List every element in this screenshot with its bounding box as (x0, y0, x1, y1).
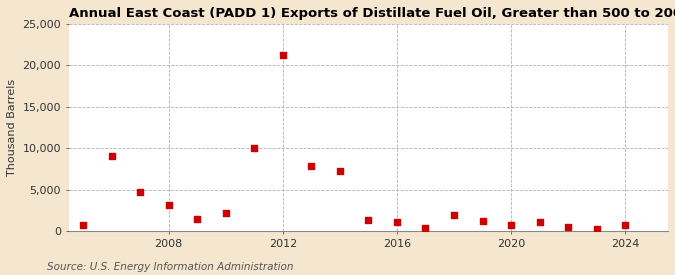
Y-axis label: Thousand Barrels: Thousand Barrels (7, 79, 17, 176)
Point (277, 53, 288, 57)
Point (192, 216, 202, 221)
Point (306, 163, 317, 168)
Point (249, 146, 260, 150)
Point (363, 218, 374, 222)
Point (78, 223, 88, 228)
Point (335, 169, 346, 174)
Text: Source: U.S. Energy Information Administration: Source: U.S. Energy Information Administ… (47, 262, 294, 272)
Point (163, 202, 174, 207)
Point (506, 223, 516, 228)
Point (534, 220, 545, 224)
Point (392, 220, 402, 224)
Text: Annual East Coast (PADD 1) Exports of Distillate Fuel Oil, Greater than 500 to 2: Annual East Coast (PADD 1) Exports of Di… (69, 7, 675, 20)
Point (620, 222, 630, 227)
Point (449, 213, 460, 218)
Point (420, 226, 431, 230)
Point (563, 225, 574, 229)
Point (135, 190, 146, 194)
Point (591, 227, 602, 231)
Point (106, 153, 117, 158)
Point (477, 219, 488, 223)
Point (220, 211, 231, 215)
